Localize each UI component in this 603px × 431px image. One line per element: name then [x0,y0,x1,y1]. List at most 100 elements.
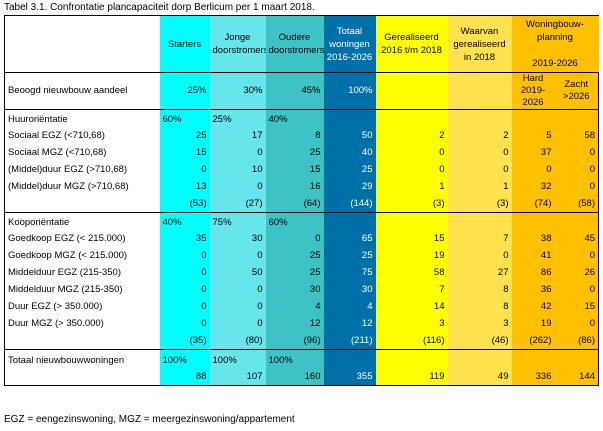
totaal-label: Totaal nieuwbouwwoningen [4,353,160,369]
koop-sum-gerealiseerd: (116) [375,332,448,350]
row-label: Sociaal EGZ (<710,68) [4,127,160,144]
row-value: 86 [511,264,555,281]
huur-pct-jonge: 25% [209,113,266,127]
koop-sum-starters: (35) [159,332,210,350]
row-value: 15 [265,161,324,178]
huur-sum-jonge: (27) [209,195,266,213]
row-value: 17 [209,127,266,144]
row-label: Middelduur MGZ (215-350) [4,281,160,298]
table-row: Goedkoop MGZ (< 215.000) 0 0 25 25 19 0 41 0 [4,247,600,264]
row-value: 8 [265,127,324,144]
row-value: 0 [159,281,210,298]
huur-sum-hard: (74) [511,195,555,213]
row-value: 25 [265,264,324,281]
row-value: 25 [323,161,376,178]
row-value: 14 [375,298,448,315]
row-label: Goedkoop MGZ (< 215.000) [4,247,160,264]
row-value: 12 [323,315,376,332]
koop-title: Kooporiëntatie [4,216,160,230]
beoogd-jonge: 30% [209,72,266,110]
totaal-gerealiseerd: 119 [375,369,448,386]
row-value: 19 [375,247,448,264]
row-value: 41 [511,247,555,264]
row-value: 0 [447,161,512,178]
table-row: Sociaal EGZ (<710,68) 25 17 8 50 2 2 5 58 [4,127,600,144]
totaal-totaal: 355 [323,369,376,386]
row-value: 8 [447,281,512,298]
table-row: Sociaal MGZ (<710,68) 15 0 25 40 0 0 37 0 [4,144,600,161]
koop-sum-zacht: (86) [554,332,600,350]
row-value: 0 [159,298,210,315]
row-value: 0 [447,247,512,264]
koop-sum-row: (35) (80) (96) (211) (116) (46) (262) (8… [4,332,600,350]
totaal-pct-jonge: 100% [209,353,266,369]
header-planning-years: 2019-2026 [532,58,578,69]
header-planning-line1: Woningbouw- [526,19,584,30]
row-value: 0 [511,161,555,178]
capacity-table: Starters Jonge doorstromers Oudere doors… [4,15,600,386]
header-gerealiseerd: Gerealiseerd 2016 t/m 2018 [375,15,448,73]
header-planning-line2: planning [537,32,573,43]
row-value: 35 [159,230,210,247]
row-value: 0 [209,298,266,315]
row-value: 0 [209,178,266,195]
huur-sum-totaal: (144) [323,195,376,213]
beoogd-zacht: Zacht >2026 [554,72,600,110]
huur-sum-gerealiseerd: (3) [375,195,448,213]
row-value: 75 [323,264,376,281]
row-value: 16 [265,178,324,195]
row-value: 32 [511,178,555,195]
totaal-jonge: 107 [209,369,266,386]
row-value: 40 [323,144,376,161]
header-totaal: Totaal woningen 2016-2026 [323,15,376,73]
row-value: 30 [323,281,376,298]
row-value: 0 [554,315,600,332]
row-value: 25 [265,247,324,264]
totaal-pct-starters: 100% [159,353,210,369]
row-value: 37 [511,144,555,161]
row-value: 0 [375,144,448,161]
koop-sum-jonge: (80) [209,332,266,350]
huur-sum-waarvan: (3) [447,195,512,213]
row-value: 3 [375,315,448,332]
row-value: 0 [159,264,210,281]
header-waarvan: Waarvan gerealiseerd in 2018 [447,15,512,73]
huur-sum-row: (53) (27) (64) (144) (3) (3) (74) (58) [4,195,600,213]
koop-pct-starters: 40% [159,216,210,230]
row-value: 50 [323,127,376,144]
row-label: Duur EGZ (> 350.000) [4,298,160,315]
totaal-pct-oudere: 100% [265,353,324,369]
beoogd-oudere: 45% [265,72,324,110]
beoogd-hard: Hard 2019-2026 [511,72,555,110]
row-label: Middelduur EGZ (215-350) [4,264,160,281]
row-value: 25 [323,247,376,264]
row-value: 2 [375,127,448,144]
row-value: 7 [447,230,512,247]
row-value: 25 [159,127,210,144]
separator [4,349,600,353]
row-value: 5 [511,127,555,144]
row-value: 45 [554,230,600,247]
koop-sum-totaal: (211) [323,332,376,350]
row-value: 38 [511,230,555,247]
row-value: 0 [375,161,448,178]
row-value: 36 [511,281,555,298]
row-value: 58 [554,127,600,144]
table-row: (Middel)duur MGZ (>710,68) 13 0 16 29 1 1 32 0 [4,178,600,195]
row-label: Goedkoop EGZ (< 215.000) [4,230,160,247]
beoogd-row: Beoogd nieuwbouw aandeel 25% 30% 45% 100… [4,72,600,110]
row-value: 58 [375,264,448,281]
header-starters: Starters [159,15,210,73]
totaal-hard: 336 [511,369,555,386]
row-value: 15 [554,298,600,315]
huur-sum-zacht: (58) [554,195,600,213]
row-value: 26 [554,264,600,281]
header-planning: Woningbouw- planning 2019-2026 [511,15,599,73]
row-value: 42 [511,298,555,315]
header-empty [4,15,160,73]
huur-title: Huuroriëntatie [4,113,160,127]
table-row: Duur EGZ (> 350.000) 0 0 4 4 14 8 42 15 [4,298,600,315]
huur-pct-oudere: 40% [265,113,324,127]
koop-pct-jonge: 75% [209,216,266,230]
beoogd-waarvan [447,72,512,110]
